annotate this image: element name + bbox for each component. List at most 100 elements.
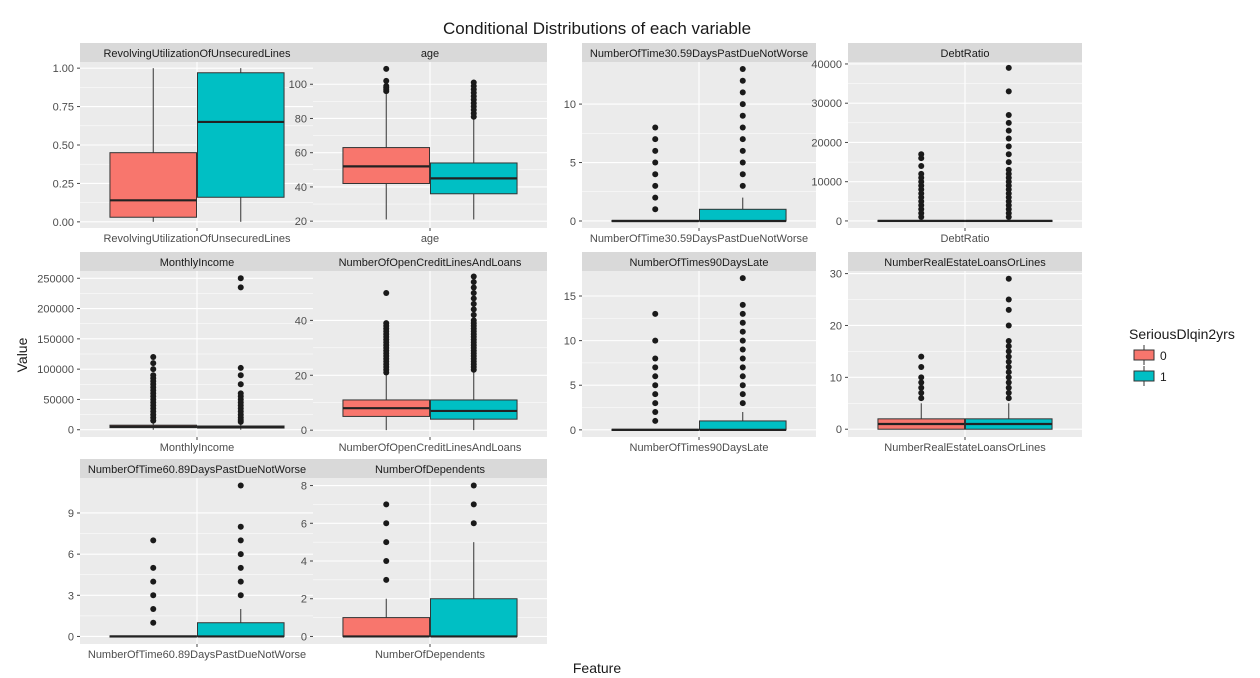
outlier-point — [383, 82, 390, 89]
outlier-point — [470, 317, 477, 324]
chart-title: Conditional Distributions of each variab… — [443, 19, 751, 38]
outlier-point — [470, 482, 477, 489]
panel-7: NumberRealEstateLoansOrLines 0 10 20 30 Numbe… — [830, 252, 1082, 454]
y-tick-label: 50000 — [43, 394, 74, 406]
y-tick-label: 6 — [68, 549, 74, 561]
outlier-point — [237, 381, 244, 388]
panel-0: RevolvingUtilizationOfUnsecuredLines 0.00… — [53, 43, 314, 245]
outlier-point — [383, 520, 390, 527]
x-tick-label: RevolvingUtilizationOfUnsecuredLines — [103, 233, 291, 245]
outlier-point — [652, 417, 659, 424]
y-tick-label: 250000 — [37, 273, 74, 285]
outlier-point — [470, 306, 477, 313]
y-tick-label: 10 — [564, 336, 576, 348]
y-tick-label: 10 — [830, 372, 842, 384]
y-tick-label: 0 — [836, 424, 842, 436]
outlier-point — [1005, 353, 1012, 360]
outlier-point — [237, 284, 244, 291]
y-tick-label: 0 — [570, 216, 576, 228]
panel-strip — [848, 252, 1082, 271]
outlier-point — [652, 409, 659, 416]
x-tick-label: NumberOfTime60.89DaysPastDueNotWorse — [88, 649, 306, 661]
y-tick-label: 0.00 — [53, 217, 74, 229]
panel-9: NumberOfDependents 0 2 4 6 8 NumberOfDependent… — [301, 459, 547, 661]
y-tick-label: 0 — [301, 631, 307, 643]
outlier-point — [739, 310, 746, 317]
x-tick-label: NumberRealEstateLoansOrLines — [884, 442, 1046, 454]
outlier-point — [652, 391, 659, 398]
y-tick-label: 40000 — [811, 59, 842, 71]
y-tick-label: 2 — [301, 594, 307, 606]
panel-strip — [80, 459, 314, 478]
panel-8: NumberOfTime60.89DaysPastDueNotWorse 0 3 6 9… — [68, 459, 314, 661]
panel-3: DebtRatio 0 10000 20000 30000 40000 DebtRatio — [811, 43, 1082, 245]
outlier-point — [1005, 64, 1012, 71]
y-tick-label: 80 — [295, 113, 307, 125]
box-iqr — [342, 617, 431, 637]
y-tick-label: 0 — [68, 425, 74, 437]
outlier-point — [652, 206, 659, 213]
panel-strip-label: age — [421, 48, 439, 60]
legend-title: SeriousDlqin2yrs — [1129, 326, 1235, 342]
y-tick-label: 150000 — [37, 334, 74, 346]
x-tick-label: NumberOfTime30.59DaysPastDueNotWorse — [590, 233, 808, 245]
legend-label-0: 0 — [1160, 349, 1167, 363]
outlier-point — [739, 66, 746, 73]
y-tick-label: 0.75 — [53, 102, 74, 114]
box-iqr — [429, 598, 518, 637]
outlier-point — [237, 482, 244, 489]
outlier-point — [237, 390, 244, 397]
outlier-point — [383, 501, 390, 508]
panel-strip — [582, 43, 816, 62]
box-iqr — [698, 208, 787, 222]
y-tick-label: 10000 — [811, 177, 842, 189]
boxplot-group-0 — [109, 68, 198, 222]
outlier-point — [652, 147, 659, 154]
outlier-point — [739, 346, 746, 353]
panel-strip — [313, 459, 547, 478]
outlier-point — [237, 564, 244, 571]
outlier-point — [739, 382, 746, 389]
y-tick-label: 8 — [301, 481, 307, 493]
outlier-point — [652, 182, 659, 189]
boxplot-group-0 — [611, 310, 700, 431]
y-tick-label: 5 — [570, 158, 576, 170]
outlier-point — [383, 320, 390, 327]
outlier-point — [652, 159, 659, 166]
panel-6: NumberOfTimes90DaysLate 0 5 10 15 NumberOfTim… — [564, 252, 816, 454]
box-iqr — [196, 622, 285, 637]
panel-strip-label: RevolvingUtilizationOfUnsecuredLines — [103, 48, 291, 60]
outlier-point — [237, 372, 244, 379]
legend-label-1: 1 — [1160, 370, 1167, 384]
outlier-point — [652, 355, 659, 362]
outlier-point — [1005, 358, 1012, 365]
y-tick-label: 100000 — [37, 364, 74, 376]
outlier-point — [237, 275, 244, 282]
y-tick-label: 200000 — [37, 304, 74, 316]
outlier-point — [739, 112, 746, 119]
outlier-point — [150, 564, 157, 571]
panel-strip-label: NumberRealEstateLoansOrLines — [884, 257, 1046, 269]
outlier-point — [739, 136, 746, 143]
outlier-point — [470, 79, 477, 86]
outlier-point — [1005, 395, 1012, 402]
outlier-point — [918, 384, 925, 391]
panel-strip — [582, 252, 816, 271]
legend-item-0: 0 — [1133, 345, 1167, 365]
panel-2: NumberOfTime30.59DaysPastDueNotWorse 0 5 10… — [564, 43, 816, 245]
facet-panels: RevolvingUtilizationOfUnsecuredLines 0.00… — [37, 43, 1082, 661]
outlier-point — [652, 373, 659, 380]
outlier-point — [918, 379, 925, 386]
outlier-point — [1005, 143, 1012, 150]
y-tick-label: 1.00 — [53, 63, 74, 75]
y-tick-label: 4 — [301, 556, 307, 568]
outlier-point — [383, 576, 390, 583]
outlier-point — [150, 619, 157, 626]
outlier-point — [1005, 369, 1012, 376]
outlier-point — [237, 551, 244, 558]
outlier-point — [918, 363, 925, 370]
y-tick-label: 0 — [301, 425, 307, 437]
boxplot-group-1 — [429, 79, 518, 220]
outlier-point — [739, 355, 746, 362]
y-tick-label: 3 — [68, 590, 74, 602]
